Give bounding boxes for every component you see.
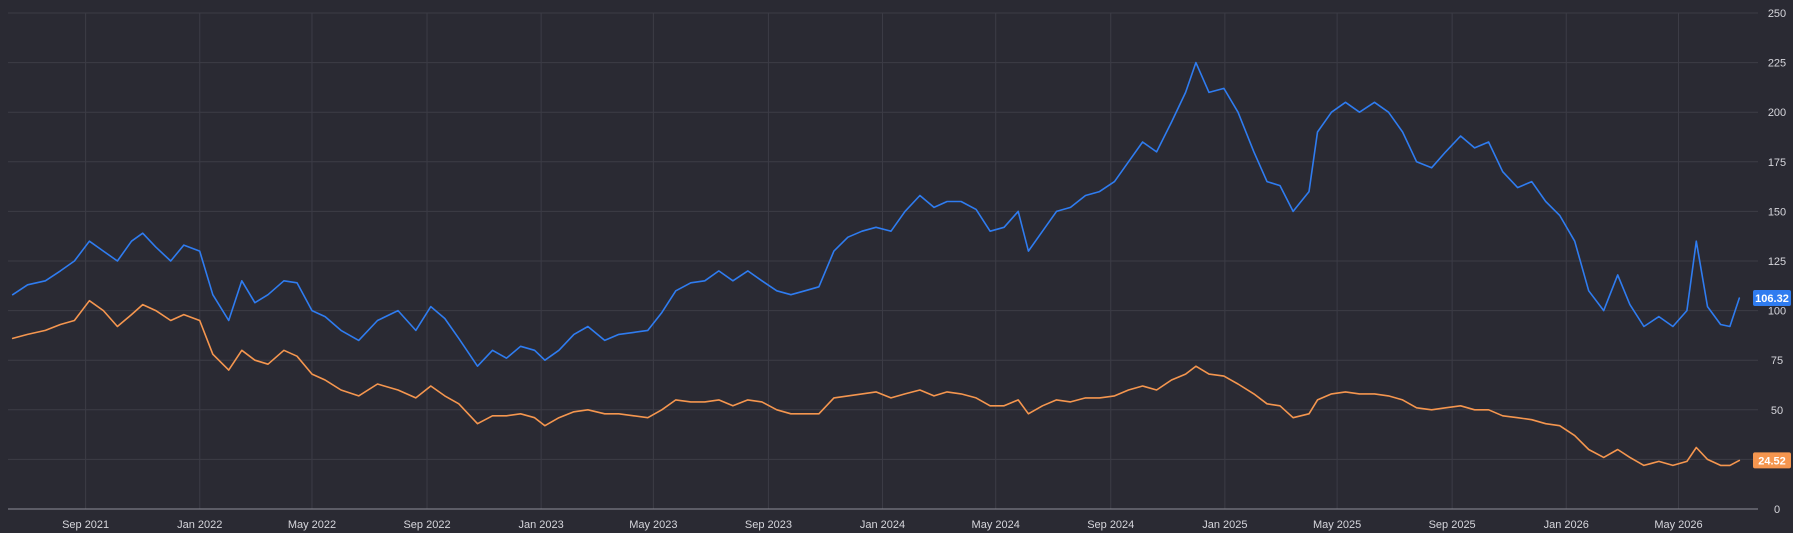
y-tick-label: 75 bbox=[1771, 355, 1783, 367]
x-tick-label: Sep 2023 bbox=[745, 519, 792, 531]
x-tick-label: May 2022 bbox=[288, 519, 336, 531]
last-value-tags: 106.32 24.52 bbox=[1753, 290, 1791, 469]
y-tick-label: 200 bbox=[1768, 107, 1786, 119]
x-tick-label: Jan 2022 bbox=[177, 519, 222, 531]
y-tick-label: 150 bbox=[1768, 206, 1786, 218]
y-tick-label: 250 bbox=[1768, 8, 1786, 20]
x-tick-label: Sep 2025 bbox=[1429, 519, 1476, 531]
series-line-2 bbox=[11, 299, 1741, 467]
grid-lines bbox=[8, 12, 1758, 509]
x-tick-label: May 2024 bbox=[972, 519, 1020, 531]
last-value-tag-bg bbox=[1753, 452, 1791, 469]
series-line-1 bbox=[11, 61, 1741, 367]
x-tick-label: Jan 2025 bbox=[1202, 519, 1247, 531]
last-value-tag-2: 24.52 bbox=[1753, 452, 1791, 469]
x-tick-label: Jan 2026 bbox=[1544, 519, 1589, 531]
x-tick-label: Sep 2024 bbox=[1087, 519, 1134, 531]
y-tick-label: 175 bbox=[1768, 157, 1786, 169]
x-tick-label: Jan 2023 bbox=[519, 519, 564, 531]
y-tick-label: 100 bbox=[1768, 306, 1786, 318]
y-tick-label: 50 bbox=[1771, 405, 1783, 417]
series-lines bbox=[11, 61, 1741, 467]
last-value-tag-text: 106.32 bbox=[1755, 293, 1789, 305]
last-value-tag-text: 24.52 bbox=[1758, 455, 1786, 467]
last-value-tag-bg bbox=[1753, 290, 1791, 307]
y-tick-label: 225 bbox=[1768, 58, 1786, 70]
x-tick-label: Sep 2022 bbox=[403, 519, 450, 531]
x-tick-label: May 2023 bbox=[629, 519, 677, 531]
x-tick-label: Sep 2021 bbox=[62, 519, 109, 531]
y-tick-label: 125 bbox=[1768, 256, 1786, 268]
x-tick-label: May 2026 bbox=[1654, 519, 1702, 531]
last-value-tag-1: 106.32 bbox=[1753, 290, 1791, 307]
x-tick-label: Jan 2024 bbox=[860, 519, 905, 531]
axes: 0255075100125150175200225250Sep 2021Jan … bbox=[8, 8, 1786, 531]
y-tick-label: 0 bbox=[1774, 504, 1780, 516]
x-tick-label: May 2025 bbox=[1313, 519, 1361, 531]
